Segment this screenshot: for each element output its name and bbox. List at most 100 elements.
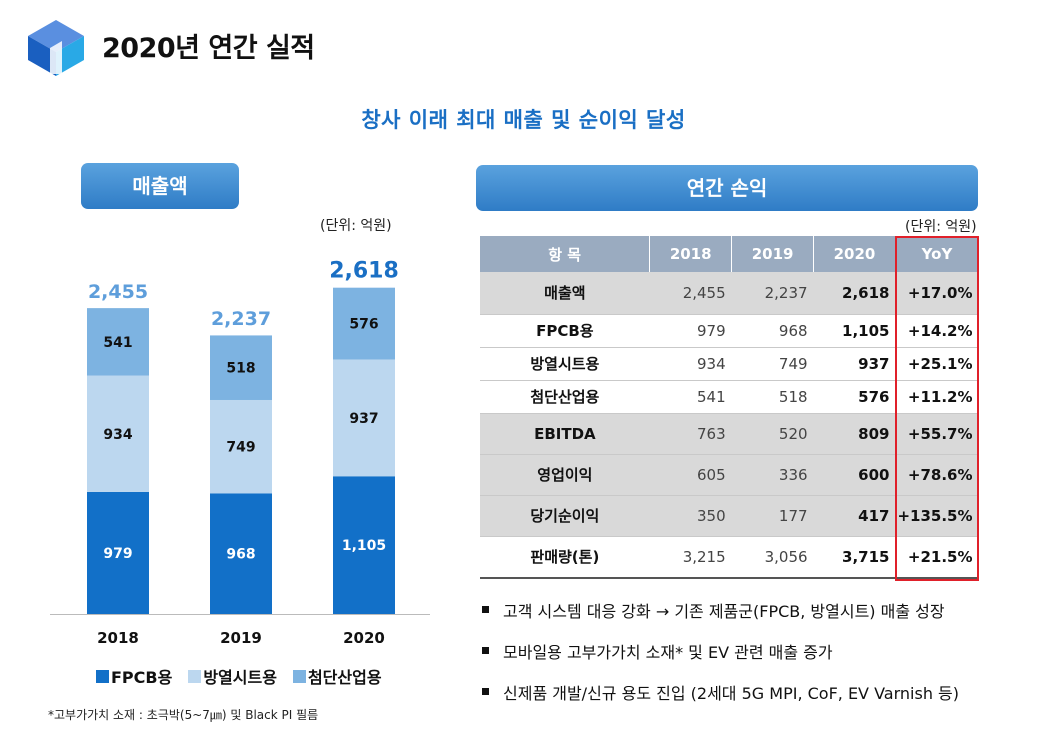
bullet-square-icon (482, 688, 489, 695)
legend-label-heat: 방열시트용 (203, 668, 277, 687)
cell-2018: 2,455 (649, 272, 732, 315)
cell-yoy: +11.2% (895, 380, 979, 414)
bullet-text: 고객 시스템 대응 강화 → 기존 제품군(FPCB, 방열시트) 매출 성장 (503, 602, 945, 621)
table-unit-label: (단위: 억원) (905, 219, 977, 235)
legend-swatch-heat (188, 669, 202, 683)
table-header-2019: 2019 (731, 236, 815, 272)
cell-2018: 763 (649, 413, 732, 455)
cell-yoy: +78.6% (895, 454, 979, 496)
cell-2019: 336 (731, 454, 814, 496)
bar-segment-2018-0 (87, 491, 149, 614)
bar-value-label: 749 (226, 440, 255, 456)
cell-2020: 1,105 (813, 314, 896, 348)
bar-segment-2018-1 (87, 375, 149, 492)
bullet-text: 신제품 개발/신규 용도 진입 (2세대 5G MPI, CoF, EV Var… (503, 684, 960, 703)
row-label: 당기순이익 (480, 495, 650, 537)
cell-2018: 541 (649, 380, 732, 414)
bullet-square-icon (482, 647, 489, 654)
cell-yoy: +17.0% (895, 272, 979, 315)
bar-segment-2019-0 (210, 493, 272, 614)
pl-table: 항 목 2018 2019 2020 YoY 매출액 2,455 2,237 2,61… (480, 236, 980, 579)
legend-item-advanced: 첨단산업용 (292, 664, 382, 688)
cell-2020: 417 (813, 495, 896, 537)
table-row: 방열시트용 934 749 937 +25.1% (480, 347, 979, 381)
cell-2018: 605 (649, 454, 732, 496)
x-tick-label: 2020 (343, 629, 385, 647)
cell-yoy: +21.5% (895, 536, 979, 579)
bullet-item: 모바일용 고부가가치 소재* 및 EV 관련 매출 증가 (482, 639, 959, 680)
cell-2020: 3,715 (813, 536, 896, 579)
chart-unit-label: (단위: 억원) (320, 218, 392, 234)
cell-2019: 749 (731, 347, 814, 381)
page-title: 2020년 연간 실적 (102, 33, 315, 64)
chart-legend: FPCB용 방열시트용 첨단산업용 (96, 664, 382, 688)
bar-total-label: 2,618 (329, 259, 399, 284)
bar-total-label: 2,455 (88, 281, 148, 303)
bar-value-label: 968 (226, 547, 255, 563)
table-row: 영업이익 605 336 600 +78.6% (480, 454, 979, 496)
page-subtitle: 창사 이래 최대 매출 및 순이익 달성 (361, 108, 686, 132)
bar-segment-2020-1 (333, 359, 395, 477)
legend-swatch-advanced (292, 669, 306, 683)
cell-2019: 520 (731, 413, 814, 455)
cell-2018: 3,215 (649, 536, 732, 579)
table-header-2020: 2020 (813, 236, 896, 272)
table-row: 매출액 2,455 2,237 2,618 +17.0% (480, 272, 979, 315)
cell-2019: 968 (731, 314, 814, 348)
bar-segment-2020-2 (333, 287, 395, 360)
bar-value-label: 518 (226, 361, 255, 377)
revenue-section-label: 매출액 (81, 163, 239, 209)
table-row: FPCB용 979 968 1,105 +14.2% (480, 314, 979, 348)
legend-item-heat: 방열시트용 (188, 664, 277, 688)
bullet-item: 신제품 개발/신규 용도 진입 (2세대 5G MPI, CoF, EV Var… (482, 680, 959, 721)
bar-value-label: 979 (103, 546, 132, 562)
table-header-2018: 2018 (649, 236, 733, 272)
cell-2020: 809 (813, 413, 896, 455)
table-row: 당기순이익 350 177 417 +135.5% (480, 495, 979, 537)
cell-2020: 937 (813, 347, 896, 381)
bar-value-label: 934 (103, 427, 132, 443)
cell-yoy: +135.5% (895, 495, 979, 537)
cell-2020: 600 (813, 454, 896, 496)
cell-2019: 177 (731, 495, 814, 537)
bullet-item: 고객 시스템 대응 강화 → 기존 제품군(FPCB, 방열시트) 매출 성장 (482, 598, 959, 639)
cell-yoy: +14.2% (895, 314, 979, 348)
table-header-yoy: YoY (895, 236, 980, 272)
bar-segment-2019-1 (210, 399, 272, 494)
bar-value-label: 541 (103, 335, 132, 351)
table-row: 첨단산업용 541 518 576 +11.2% (480, 380, 979, 414)
row-label: 영업이익 (480, 454, 650, 496)
cell-2019: 2,237 (731, 272, 814, 315)
footnote: *고부가가치 소재 : 초극박(5~7㎛) 및 Black PI 필름 (48, 708, 319, 722)
bullet-square-icon (482, 606, 489, 613)
cell-2018: 979 (649, 314, 732, 348)
cell-2018: 934 (649, 347, 732, 381)
cell-2019: 3,056 (731, 536, 814, 579)
row-label: 매출액 (480, 272, 650, 315)
row-label: EBITDA (480, 413, 650, 455)
x-tick-label: 2019 (220, 629, 262, 647)
cell-yoy: +25.1% (895, 347, 979, 381)
table-header-item: 항 목 (480, 236, 651, 272)
cell-2019: 518 (731, 380, 814, 414)
x-tick-label: 2018 (97, 629, 139, 647)
company-logo-icon (28, 20, 84, 76)
bullet-text: 모바일용 고부가가치 소재* 및 EV 관련 매출 증가 (503, 643, 833, 662)
bar-total-label: 2,237 (211, 308, 271, 330)
row-label: 첨단산업용 (480, 380, 650, 414)
table-header-row: 항 목 2018 2019 2020 YoY (480, 236, 980, 272)
pl-section-label: 연간 손익 (476, 165, 978, 211)
bar-value-label: 576 (349, 317, 378, 333)
legend-label-advanced: 첨단산업용 (307, 668, 382, 687)
table-row: EBITDA 763 520 809 +55.7% (480, 413, 979, 455)
table-row: 판매량(톤) 3,215 3,056 3,715 +21.5% (480, 536, 979, 579)
legend-label-fpcb: FPCB용 (111, 668, 173, 687)
cell-2020: 2,618 (813, 272, 896, 315)
bar-segment-2020-0 (333, 476, 395, 614)
bar-value-label: 1,105 (342, 538, 386, 554)
bar-segment-2019-2 (210, 335, 272, 400)
legend-item-fpcb: FPCB용 (96, 664, 172, 688)
cell-yoy: +55.7% (895, 413, 979, 455)
cell-2018: 350 (649, 495, 732, 537)
summary-bullets: 고객 시스템 대응 강화 → 기존 제품군(FPCB, 방열시트) 매출 성장 … (482, 598, 959, 721)
